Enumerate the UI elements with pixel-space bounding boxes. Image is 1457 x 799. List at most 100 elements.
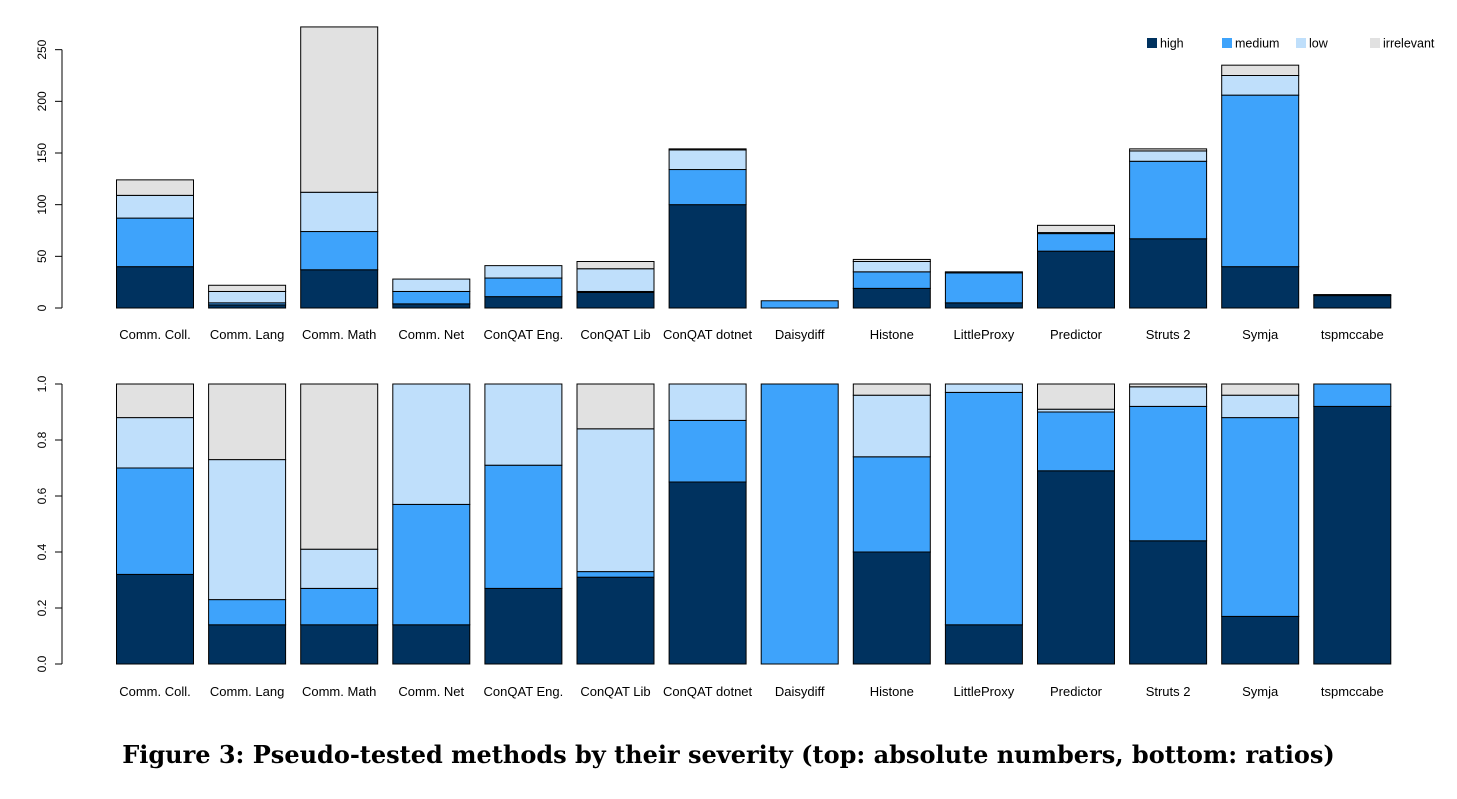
- bar-segment-irrelevant: [1037, 224, 1115, 234]
- bar-segment-irrelevant: [208, 383, 287, 461]
- bar-segment-low: [116, 417, 194, 469]
- bar-segment-low: [944, 383, 1023, 393]
- bar-segment-high: [852, 551, 931, 665]
- bar-segment-high: [1221, 615, 1300, 665]
- bar-segment-irrelevant: [852, 258, 931, 262]
- bar-segment-low: [668, 149, 747, 171]
- x-tick-label: Comm. Net: [398, 327, 464, 342]
- y-tick-label: 100: [35, 194, 49, 214]
- legend-swatch-high: [1147, 38, 1157, 48]
- bar-segment-medium: [944, 391, 1023, 626]
- legend-swatch-medium: [1222, 38, 1232, 48]
- bar-segment-medium: [392, 290, 471, 305]
- bar-segment-high: [576, 292, 655, 309]
- bar-segment-high: [116, 266, 194, 309]
- y-tick-label: 0.6: [35, 487, 49, 504]
- bar-segment-high: [852, 287, 931, 309]
- y-tick-label: 150: [35, 143, 49, 163]
- bar-segment-medium: [484, 464, 563, 589]
- bar-segment-high: [392, 303, 471, 309]
- bar-segment-high: [116, 573, 194, 665]
- bar-segment-high: [1037, 470, 1115, 665]
- bar-segment-irrelevant: [300, 26, 379, 193]
- x-tick-label: tspmccabe: [1321, 327, 1384, 342]
- bar-segment-high: [944, 624, 1023, 665]
- bar-segment-low: [392, 383, 471, 505]
- bar-segment-low: [1221, 394, 1300, 419]
- bar-segment-medium: [760, 300, 839, 309]
- bar-segment-high: [300, 269, 379, 309]
- bar-segment-medium: [852, 456, 931, 553]
- x-tick-label: Struts 2: [1146, 327, 1191, 342]
- x-tick-label: Comm. Net: [398, 684, 464, 699]
- y-tick-label: 50: [35, 249, 49, 263]
- x-tick-label: LittleProxy: [954, 327, 1015, 342]
- bar-segment-low: [300, 191, 379, 233]
- bar-segment-low: [208, 290, 287, 304]
- legend-label-low: low: [1309, 37, 1329, 51]
- bar-segment-low: [484, 383, 563, 466]
- x-tick-label: Predictor: [1050, 684, 1103, 699]
- y-tick-label: 0.4: [35, 543, 49, 560]
- bar-segment-low: [576, 428, 655, 573]
- bar-segment-low: [668, 383, 747, 421]
- y-tick-label: 0: [35, 304, 49, 311]
- bar-segment-low: [852, 394, 931, 458]
- bar-segment-low: [1129, 386, 1208, 407]
- bar-segment-irrelevant: [116, 383, 194, 419]
- x-tick-label: tspmccabe: [1321, 684, 1384, 699]
- bar-segment-low: [1129, 150, 1208, 162]
- bar-segment-irrelevant: [668, 148, 747, 151]
- bar-segment-high: [484, 587, 563, 665]
- x-tick-label: Histone: [870, 327, 914, 342]
- bar-segment-medium: [392, 503, 471, 626]
- bar-segment-irrelevant: [576, 261, 655, 270]
- legend-label-medium: medium: [1235, 37, 1279, 51]
- bar-segment-low: [208, 459, 287, 601]
- bar-segment-high: [576, 576, 655, 665]
- bar-segment-medium: [668, 169, 747, 206]
- x-tick-label: Daisydiff: [775, 684, 825, 699]
- bar-segment-medium: [1129, 405, 1208, 542]
- x-tick-label: Histone: [870, 684, 914, 699]
- x-tick-label: Comm. Coll.: [119, 684, 191, 699]
- bar-segment-irrelevant: [300, 383, 379, 550]
- bar-segment-medium: [1221, 417, 1300, 617]
- x-tick-label: ConQAT Eng.: [484, 684, 564, 699]
- legend-swatch-low: [1296, 38, 1306, 48]
- x-tick-label: Comm. Lang: [210, 327, 284, 342]
- y-tick-label: 250: [35, 39, 49, 59]
- bar-segment-medium: [208, 599, 287, 626]
- bar-segment-irrelevant: [208, 284, 287, 292]
- bar-segment-medium: [300, 231, 379, 271]
- x-tick-label: Comm. Coll.: [119, 327, 191, 342]
- bar-segment-medium: [116, 467, 194, 575]
- bar-segment-medium: [944, 272, 1023, 304]
- bar-segment-irrelevant: [852, 383, 931, 396]
- bar-segment-medium: [1037, 233, 1115, 252]
- bar-segment-medium: [1037, 411, 1115, 472]
- x-tick-label: Comm. Math: [302, 684, 376, 699]
- x-tick-label: ConQAT Eng.: [484, 327, 564, 342]
- bar-segment-high: [1129, 238, 1208, 309]
- x-tick-label: Comm. Math: [302, 327, 376, 342]
- bar-segment-low: [1221, 75, 1300, 96]
- bar-segment-low: [116, 194, 194, 219]
- chart-ratios: 0.0 0.2 0.4 0.6 0.8 1.0 Comm. Coll. Comm. Lang C…: [35, 375, 1392, 699]
- bar-segment-medium: [1313, 383, 1392, 407]
- bar-segment-low: [944, 271, 1023, 274]
- x-tick-label: Predictor: [1050, 327, 1103, 342]
- bar-segment-high: [1313, 295, 1392, 309]
- bar-segment-high: [668, 204, 747, 309]
- legend: high medium low irrelevant: [1147, 37, 1435, 51]
- bar-segment-high: [1037, 250, 1115, 309]
- bar-segment-medium: [116, 217, 194, 268]
- bar-segment-high: [1221, 266, 1300, 309]
- bar-segment-irrelevant: [1129, 148, 1208, 152]
- x-tick-label: Daisydiff: [775, 327, 825, 342]
- y-tick-label: 1.0: [35, 375, 49, 392]
- bar-segment-irrelevant: [1221, 64, 1300, 76]
- x-tick-label: ConQAT dotnet: [663, 327, 753, 342]
- bar-segment-irrelevant: [1221, 383, 1300, 396]
